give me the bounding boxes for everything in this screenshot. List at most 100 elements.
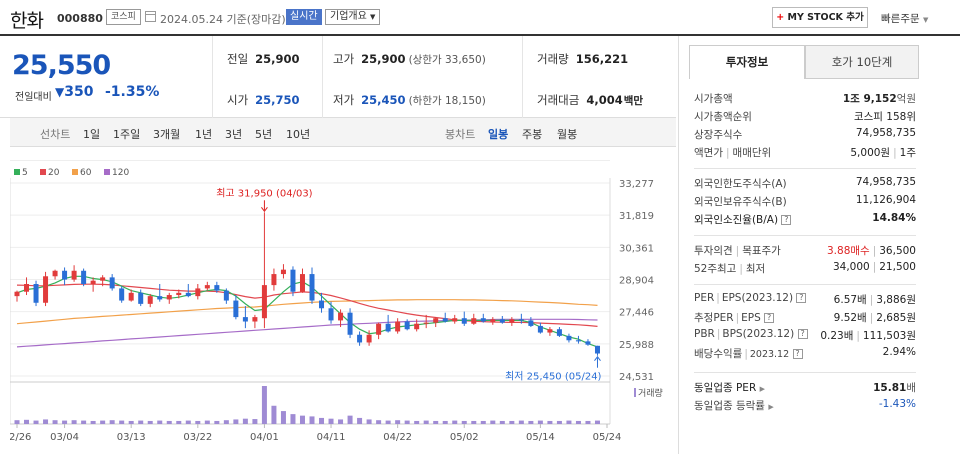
tab-invest-info[interactable]: 투자정보 [689,45,805,79]
company-overview-button[interactable]: 기업개요 ▼ [325,9,381,25]
period-5y[interactable]: 5년 [255,128,273,141]
period-1d[interactable]: 1일 [83,128,101,141]
period-1y[interactable]: 1년 [195,128,213,141]
opinion-value-text: 3.88매수 [827,245,870,257]
trade-unit-label: 매매단위 [732,147,772,159]
candle-body [290,269,296,292]
volume-bar [290,414,296,424]
x-tick-label: 02/26 [10,432,31,443]
candle-body [166,295,172,300]
volume-bar [128,420,134,424]
candle-body [366,334,372,343]
volume-bar [537,420,543,424]
period-10y[interactable]: 10년 [286,128,311,141]
amount-unit: 백만 [623,95,644,107]
candle-chart-label[interactable]: 봉차트 [445,128,476,141]
calendar-icon [145,11,156,22]
candle-body [509,319,515,323]
period-weekly[interactable]: 주봉 [522,128,543,141]
help-icon[interactable]: ? [781,215,792,225]
volume-bar [585,420,591,424]
candle-body [214,285,220,291]
volume-bar [442,420,448,424]
add-mystock-button[interactable]: + MY STOCK 추가 [772,7,868,28]
low-label: 저가 [333,93,355,107]
sector-change-label[interactable]: 동일업종 등락률 ▶ [694,398,774,413]
sector-change-row: 동일업종 등락률 ▶ -1.43% [694,398,916,416]
est-per-value-text: 9.52배 [833,312,867,324]
candle-body [433,318,439,323]
volume-bar [71,420,77,424]
volume-bar [528,420,534,424]
volume-bar [195,420,201,424]
help-icon[interactable]: ? [792,349,803,359]
low-price: 저가 25,450 (하한가 18,150) [333,92,486,108]
volume: 거래량 156,221 [537,51,628,67]
candle-body [556,329,562,336]
volume-bar [433,420,439,424]
help-icon[interactable]: ? [796,293,807,303]
volume-bar [119,420,125,424]
volume-bar [109,420,115,424]
volume-bar [157,420,163,424]
foreign-ratio-number: 14.84% [872,212,916,224]
volume-bar [395,420,401,424]
listed-shares-label: 상장주식수 [694,129,743,141]
foreign-ratio-value: 14.84% [872,212,916,224]
candle-body [385,323,391,332]
opinion-label-text: 투자의견 [694,245,733,257]
fast-order-button[interactable]: 빠른주문 ▼ [881,11,928,26]
candle-body [461,318,467,324]
volume-bar [357,417,363,424]
help-icon[interactable]: ? [764,313,775,323]
w52-label: 52주최고 | 최저 [694,263,766,275]
per-value: 6.57배 | 3,886원 [833,294,916,306]
w52-low-label: 최저 [745,263,766,275]
dividend-date: 2023.12 [749,349,790,360]
candle-body [43,276,49,303]
candle-body [204,285,210,289]
line-chart-label[interactable]: 선차트 [40,128,71,141]
period-daily[interactable]: 일봉 [488,128,509,141]
dividend-value: 2.94% [882,346,916,358]
volume-bar [138,420,144,424]
volume-bar [471,420,477,424]
period-1w[interactable]: 1주일 [113,128,141,141]
candle-body [309,274,315,301]
face-value-label: 액면가 | 매매단위 [694,147,772,159]
candle-body [357,334,363,343]
sector-per-label[interactable]: 동일업종 PER ▶ [694,380,765,395]
period-3y[interactable]: 3년 [225,128,243,141]
volume-bar [271,405,277,424]
realtime-badge[interactable]: 실시간 [286,9,322,25]
face-value-row: 액면가 | 매매단위 5,000원 | 1주 [694,145,916,163]
tab-orderbook[interactable]: 호가 10단계 [805,45,919,79]
chart-period-bar: 선차트 1일 1주일 3개월 1년 3년 5년 10년 봉차트 일봉 주봉 월봉 [10,118,676,147]
amount-value: 4,004 [586,93,623,107]
volume-bar [480,420,486,424]
base-date: 2024.05.24 기준(장마감) [160,13,286,26]
legend-label: 20 [48,168,60,178]
candle-body [33,284,39,303]
volume-bar [52,420,58,424]
market-cap-number: 1조 9,152 [842,93,897,105]
divider [522,36,523,118]
volume-bar [404,420,410,424]
eps-value: 3,886원 [876,294,916,306]
x-tick-label: 04/11 [317,432,346,443]
candle-body [347,312,353,335]
current-price: 25,550 [12,50,111,81]
period-monthly[interactable]: 월봉 [557,128,578,141]
open-label: 시가 [227,93,249,107]
legend-label: 60 [80,168,92,178]
high-label: 최고 31,950 (04/03) [216,187,312,199]
volume-bar [594,420,600,424]
help-icon[interactable]: ? [797,329,808,339]
volume-bar [33,420,39,424]
x-tick-label: 03/04 [50,432,79,443]
sector-per-row: 동일업종 PER ▶ 15.81배 [694,380,916,398]
price-chart[interactable]: 33,277 31,819 30,361 28,904 27,446 25,988 24,5… [10,160,670,454]
bps-value: 111,503원 [862,330,916,342]
volume-bar [414,420,420,424]
period-3m[interactable]: 3개월 [153,128,181,141]
